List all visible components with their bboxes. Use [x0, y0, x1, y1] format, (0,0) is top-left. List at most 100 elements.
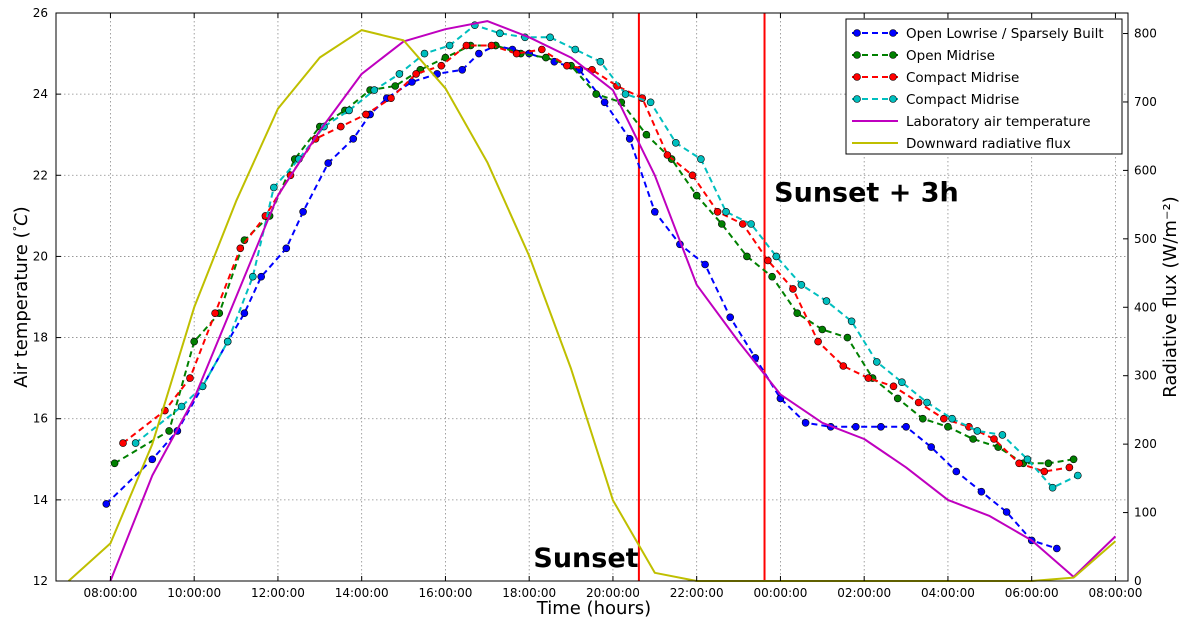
data-point [110, 459, 119, 468]
data-point [165, 427, 173, 435]
data-point [768, 272, 776, 281]
data-point [269, 183, 278, 192]
y2-axis-label: Radiative flux (W/m⁻²) [1160, 196, 1181, 397]
data-point [977, 487, 986, 496]
legend-box [845, 18, 1123, 155]
data-point [789, 285, 797, 293]
data-point [370, 86, 379, 94]
data-point [713, 208, 722, 216]
data-point [186, 374, 194, 382]
x-tick-label: 10:00:00 [167, 586, 221, 600]
data-point [927, 443, 936, 451]
data-point [948, 414, 956, 423]
data-point [349, 135, 358, 143]
data-point [119, 439, 127, 447]
data-point [772, 252, 781, 261]
data-point [889, 382, 898, 391]
y-tick-label: 26 [33, 6, 48, 20]
data-point [395, 70, 404, 78]
data-point [336, 122, 345, 131]
x-tick-label: 22:00:00 [670, 586, 724, 600]
data-point [851, 422, 860, 431]
data-point [914, 398, 923, 407]
data-point [546, 33, 554, 42]
data-point [412, 70, 420, 78]
data-point [391, 82, 400, 90]
data-point [692, 191, 701, 200]
data-point [441, 53, 450, 62]
data-point [223, 337, 232, 346]
y-tick-label: 24 [33, 87, 48, 101]
data-point [1053, 544, 1061, 553]
data-point [944, 422, 952, 431]
annotation-text: Sunset + 3h [774, 178, 959, 209]
y-tick-label: 14 [33, 493, 48, 507]
data-point [893, 394, 902, 403]
data-point [1015, 459, 1023, 468]
annotations: Sunset Sunset + 3h [533, 178, 958, 574]
data-point [571, 45, 580, 54]
data-point [864, 374, 873, 382]
data-point [898, 378, 906, 387]
data-point [621, 90, 630, 98]
data-point [496, 29, 504, 38]
legend-entry-label: Compact Midrise [906, 70, 1019, 86]
legend-marker [853, 29, 861, 37]
data-point [663, 151, 672, 159]
data-point [1040, 467, 1049, 476]
data-point [642, 130, 651, 139]
data-point [965, 422, 973, 431]
data-point [717, 220, 726, 228]
plot-frame [55, 12, 1129, 582]
data-point [600, 98, 609, 107]
data-point [362, 110, 370, 119]
annotation-text: Sunset [533, 543, 638, 574]
data-point [1002, 508, 1011, 516]
x-tick-label: 06:00:00 [1005, 586, 1059, 600]
data-point [1048, 483, 1057, 492]
y2-tick-label: 200 [1134, 437, 1157, 451]
data-point [939, 414, 948, 423]
data-point [918, 414, 927, 423]
data-point [1044, 459, 1053, 468]
data-point [1023, 455, 1032, 464]
legend-entry-label: Open Midrise [906, 48, 995, 64]
data-point [801, 418, 810, 427]
x-tick-label: 08:00:00 [83, 586, 137, 600]
data-point [131, 439, 140, 447]
data-point [257, 272, 266, 281]
y-tick-label: 22 [33, 168, 48, 182]
x-tick-label: 00:00:00 [753, 586, 807, 600]
data-point [738, 220, 747, 228]
data-point [743, 252, 751, 261]
x-tick-label: 14:00:00 [335, 586, 389, 600]
data-point [596, 57, 605, 66]
data-point [847, 317, 856, 326]
data-point [240, 309, 249, 318]
data-point [793, 309, 802, 318]
data-point [902, 422, 910, 431]
y2-tick-label: 500 [1134, 232, 1157, 246]
legend-entry-label: Laboratory air temperature [906, 114, 1091, 130]
legend-marker [889, 95, 897, 103]
x-tick-label: 12:00:00 [251, 586, 305, 600]
data-point [1074, 471, 1082, 480]
x-tick-label: 20:00:00 [586, 586, 640, 600]
data-point [697, 155, 705, 163]
data-point [211, 309, 219, 318]
data-point [839, 362, 848, 370]
legend-entry-label: Open Lowrise / Sparsely Built [906, 26, 1104, 42]
y2-tick-label: 600 [1134, 163, 1157, 177]
y-tick-label: 16 [33, 412, 48, 426]
series-line-3 [134, 24, 1079, 489]
data-point [701, 260, 709, 269]
data-point [969, 435, 977, 443]
data-point [177, 402, 186, 411]
reference-lines [637, 13, 766, 581]
data-point [764, 256, 772, 265]
legend-marker [889, 51, 897, 59]
data-point [324, 159, 333, 167]
legend-entry-label: Downward radiative flux [906, 136, 1071, 152]
data-point [563, 61, 571, 70]
data-point [282, 244, 291, 253]
